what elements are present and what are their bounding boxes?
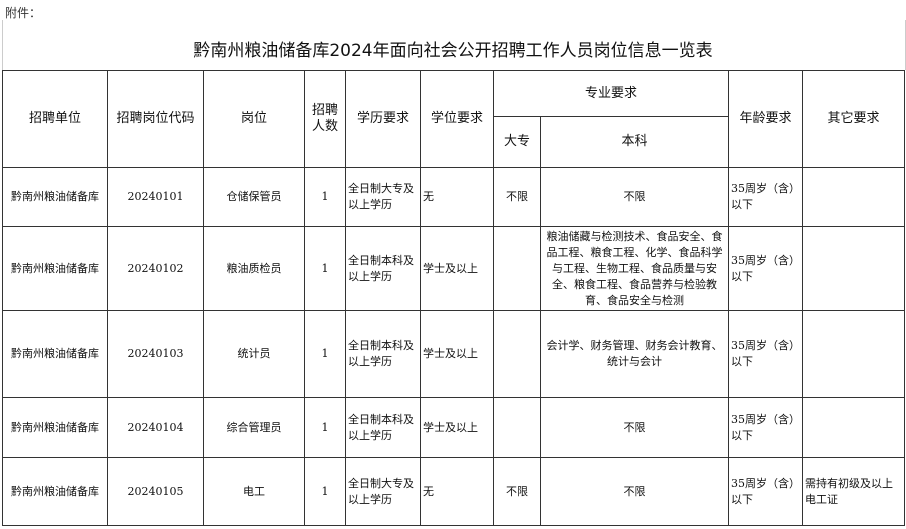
cell-age: 35周岁（含）以下 — [728, 226, 803, 311]
cell-age: 35周岁（含）以下 — [728, 397, 803, 458]
table-row: 黔南州粮油储备库 20240101 仓储保管员 1 全日制大专及以上学历无不限 不限 35周… — [2, 167, 905, 227]
cell-age: 35周岁（含）以下 — [728, 167, 803, 227]
cell-count: 1 — [304, 310, 346, 398]
cell-unit: 黔南州粮油储备库 — [2, 310, 108, 398]
cell-age: 35周岁（含）以下 — [728, 310, 803, 398]
cell-code: 20240105 — [107, 457, 204, 526]
cell-other: 需持有初级及以上电工证 — [802, 457, 905, 526]
cell-degree: 无 — [420, 167, 494, 227]
header-junior: 大专 — [493, 116, 541, 168]
cell-position: 综合管理员 — [203, 397, 305, 458]
cell-other — [802, 397, 905, 458]
cell-count: 1 — [304, 226, 346, 311]
header-major: 专业要求 — [493, 70, 729, 117]
cell-other — [802, 226, 905, 311]
header-age: 年龄要求 — [728, 70, 803, 168]
table-row: 黔南州粮油储备库 20240105 电工 1 全日制大专及以上学历无不限 不限 35周岁（含… — [2, 457, 905, 526]
cell-code: 20240103 — [107, 310, 204, 398]
page-title: 黔南州粮油储备库2024年面向社会公开招聘工作人员岗位信息一览表 — [193, 41, 713, 61]
cell-education: 全日制本科及以上学历 — [345, 310, 421, 398]
table-row: 黔南州粮油储备库 20240102 粮油质检员 1 全日制本科及以上学历 学士及以上 粮油储… — [2, 226, 905, 311]
cell-code: 20240104 — [107, 397, 204, 458]
cell-education: 全日制大专及以上学历 — [345, 167, 421, 227]
cell-bachelor: 不限 — [540, 397, 729, 458]
cell-position: 粮油质检员 — [203, 226, 305, 311]
cell-degree: 学士及以上 — [420, 226, 494, 311]
attachment-note: 附件： — [5, 6, 42, 20]
table-row: 黔南州粮油储备库 20240104 综合管理员 1 全日制本科及以上学历 学士及以上 不限 3… — [2, 397, 905, 458]
cell-junior — [493, 397, 541, 458]
table-row: 黔南州粮油储备库 20240103 统计员 1 全日制本科及以上学历 学士及以上 会计学、财… — [2, 310, 905, 398]
cell-other — [802, 167, 905, 227]
cell-bachelor: 不限 — [540, 457, 729, 526]
positions-table: 招聘单位 招聘岗位代码 岗位 招聘人数 学历要求 学位要求 专业要求 年龄要求 … — [2, 70, 905, 526]
cell-position: 仓储保管员 — [203, 167, 305, 227]
cell-junior — [493, 310, 541, 398]
cell-degree: 学士及以上 — [420, 310, 494, 398]
cell-education: 全日制本科及以上学历 — [345, 226, 421, 311]
cell-junior — [493, 226, 541, 311]
cell-bachelor: 不限 — [540, 167, 729, 227]
cell-age: 35周岁（含）以下 — [728, 457, 803, 526]
header-count: 招聘人数 — [304, 70, 346, 168]
cell-count: 1 — [304, 167, 346, 227]
cell-code: 20240102 — [107, 226, 204, 311]
header-education: 学历要求 — [345, 70, 421, 168]
cell-other — [802, 310, 905, 398]
header-code: 招聘岗位代码 — [107, 70, 204, 168]
cell-unit: 黔南州粮油储备库 — [2, 226, 108, 311]
cell-education: 全日制本科及以上学历 — [345, 397, 421, 458]
header-other: 其它要求 — [802, 70, 905, 168]
cell-unit: 黔南州粮油储备库 — [2, 457, 108, 526]
cell-count: 1 — [304, 397, 346, 458]
cell-degree: 学士及以上 — [420, 397, 494, 458]
cell-degree: 无 — [420, 457, 494, 526]
header-bachelor: 本科 — [540, 116, 729, 168]
header-unit: 招聘单位 — [2, 70, 108, 168]
cell-unit: 黔南州粮油储备库 — [2, 167, 108, 227]
cell-education: 全日制大专及以上学历 — [345, 457, 421, 526]
cell-bachelor: 会计学、财务管理、财务会计教育、统计与会计 — [540, 310, 729, 398]
cell-count: 1 — [304, 457, 346, 526]
cell-bachelor: 粮油储藏与检测技术、食品安全、食品工程、粮食工程、化学、食品科学与工程、生物工程… — [540, 226, 729, 311]
cell-position: 电工 — [203, 457, 305, 526]
header-degree: 学位要求 — [420, 70, 494, 168]
cell-junior: 不限 — [493, 457, 541, 526]
cell-junior: 不限 — [493, 167, 541, 227]
header-position: 岗位 — [203, 70, 305, 168]
cell-position: 统计员 — [203, 310, 305, 398]
cell-unit: 黔南州粮油储备库 — [2, 397, 108, 458]
cell-code: 20240101 — [107, 167, 204, 227]
